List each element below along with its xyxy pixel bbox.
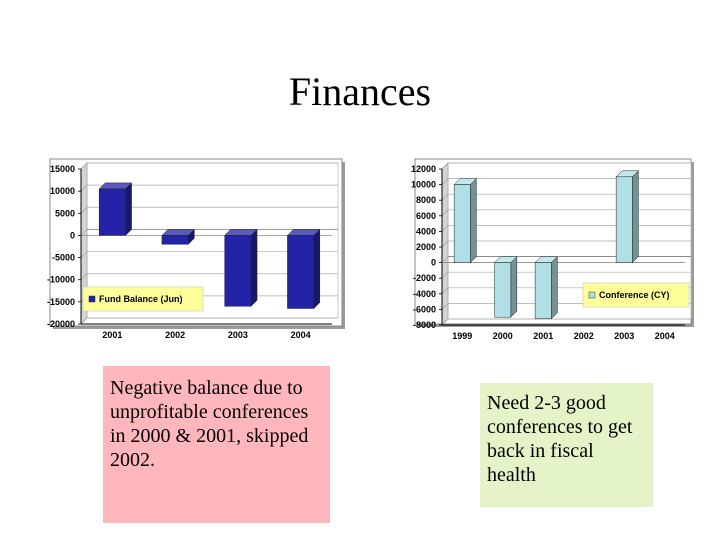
gridline-depth [441, 225, 449, 232]
bar-side-2004 [313, 228, 321, 310]
slide-title: Finances [288, 69, 432, 114]
gridline-depth [441, 318, 449, 326]
x-tick-label: 1999 [452, 331, 472, 341]
y-tick-label: 5000 [55, 208, 75, 218]
x-tick-label: 2002 [574, 331, 594, 341]
bar-top-2002 [161, 229, 195, 236]
bar-top-2004 [286, 229, 321, 236]
y-tick-label: -4000 [413, 289, 436, 299]
y-tick-label: 12000 [411, 164, 436, 174]
gridline-depth [80, 229, 88, 236]
x-tick-label: 2001 [533, 331, 553, 341]
y-tick-label: 10000 [50, 186, 75, 196]
bar-side-2001 [125, 182, 132, 237]
bar-2001 [98, 188, 126, 236]
negative-balance-note: Negative balance due to unprofitable con… [103, 366, 330, 523]
bar-top-2001 [98, 182, 133, 190]
x-tick-label: 2000 [493, 331, 513, 341]
gridline-depth [80, 317, 88, 325]
y-tick-label: -6000 [413, 304, 436, 314]
legend-swatch [588, 291, 596, 299]
bar-2003 [615, 176, 633, 263]
gridline-depth [80, 251, 88, 258]
gridline-depth [441, 303, 449, 310]
x-tick-label: 2004 [655, 331, 675, 341]
gridline-depth [80, 162, 88, 170]
gridline-depth [80, 184, 88, 192]
y-tick-label: -15000 [47, 297, 75, 307]
y-tick-label: 15000 [50, 164, 75, 174]
legend-label: Fund Balance (Jun) [99, 294, 183, 304]
x-tick-label: 2003 [614, 331, 634, 341]
legend-swatch [88, 295, 96, 303]
gridline-depth [441, 209, 449, 217]
x-tick-label: 2003 [228, 330, 248, 340]
gridline-depth [441, 178, 449, 185]
legend-box [82, 286, 204, 312]
bar-2004 [287, 235, 315, 309]
y-tick-label: 8000 [416, 195, 436, 205]
gridline-depth [441, 240, 449, 248]
bar-side-2003 [250, 228, 258, 307]
y-tick-label: -2000 [413, 273, 436, 283]
gridline-depth [441, 271, 449, 279]
conference-chart: 12000 10000 8000 6000 4000 2000 0 -2000 -4000 -60… [411, 158, 694, 341]
gridline-depth [441, 287, 449, 295]
gridline-depth [441, 256, 449, 263]
gridline-depth [80, 207, 88, 214]
bar-2002 [161, 235, 189, 245]
x-tick-label: 2001 [102, 330, 122, 340]
y-tick-label: 4000 [416, 226, 436, 236]
y-tick-label: -5000 [52, 253, 75, 263]
y-tick-label: -10000 [47, 275, 75, 285]
fiscal-health-note: Need 2-3 good conferences to get back in… [480, 383, 653, 507]
fund-balance-chart: 15000 10000 5000 0 -5000 -10000 -15000 -20000 20… [47, 158, 345, 340]
gridline-depth [441, 162, 449, 170]
bar-side-2003 [632, 170, 639, 264]
y-tick-label: 2000 [416, 242, 436, 252]
bar-2001 [534, 262, 552, 320]
legend-box [582, 282, 690, 308]
y-tick-label: 0 [70, 230, 75, 240]
bar-2003 [224, 235, 252, 307]
y-tick-label: 10000 [411, 180, 436, 190]
y-tick-label: -20000 [47, 319, 75, 329]
x-tick-label: 2004 [291, 330, 311, 340]
bar-side-2000 [510, 255, 518, 318]
y-tick-label: -8000 [413, 320, 436, 330]
bar-1999 [453, 184, 471, 263]
gridline-depth [80, 273, 88, 280]
bar-2000 [494, 262, 512, 318]
legend-label: Conference (CY) [599, 290, 670, 300]
bar-top-2003 [224, 229, 258, 236]
y-tick-label: 6000 [416, 211, 436, 221]
bar-side-1999 [470, 177, 477, 264]
y-tick-label: 0 [431, 258, 436, 268]
bar-side-2001 [551, 255, 558, 320]
gridline-depth [441, 193, 449, 201]
x-tick-label: 2002 [165, 330, 185, 340]
